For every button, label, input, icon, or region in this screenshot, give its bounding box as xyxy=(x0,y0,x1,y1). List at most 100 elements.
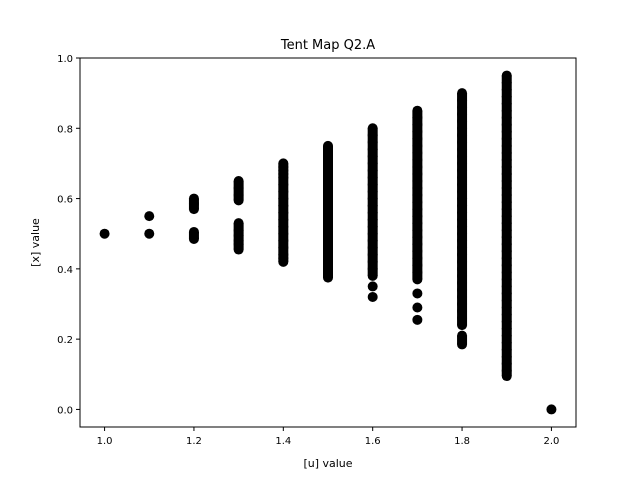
data-band-segment xyxy=(457,282,468,290)
data-band-segment xyxy=(367,226,378,234)
data-band-segment xyxy=(457,184,468,192)
data-band-segment xyxy=(501,300,512,308)
y-tick-label: 1.0 xyxy=(57,54,73,65)
x-tick-label: 1.6 xyxy=(365,436,381,447)
data-band-segment xyxy=(501,216,512,224)
data-band-segment xyxy=(233,230,244,236)
data-band-segment xyxy=(501,265,512,273)
data-band-segment xyxy=(501,314,512,322)
data-band-segment xyxy=(412,195,423,203)
data-band-segment xyxy=(501,131,512,139)
data-band-segment xyxy=(233,188,244,196)
data-band-segment xyxy=(457,100,468,108)
x-tick-label: 1.2 xyxy=(186,436,202,447)
data-point xyxy=(367,281,378,292)
data-band-segment xyxy=(457,335,468,345)
data-band-segment xyxy=(501,293,512,301)
data-band-segment xyxy=(367,191,378,199)
data-band-segment xyxy=(457,191,468,199)
data-band-segment xyxy=(367,219,378,227)
data-band-segment xyxy=(367,149,378,157)
data-band-segment xyxy=(367,135,378,143)
data-band-segment xyxy=(501,82,512,90)
data-band-segment xyxy=(412,216,423,224)
data-band-segment xyxy=(323,188,333,196)
data-band-segment xyxy=(278,240,289,248)
data-band-segment xyxy=(323,209,333,217)
data-band-segment xyxy=(323,244,333,252)
data-band-segment xyxy=(323,181,333,189)
chart-title: Tent Map Q2.A xyxy=(280,38,375,53)
data-band-segment xyxy=(188,231,199,239)
x-axis-ticks: 1.0 1.2 1.4 1.6 1.8 2.0 xyxy=(97,427,559,447)
data-band-segment xyxy=(323,173,333,181)
data-band-segment xyxy=(412,110,423,118)
data-band-segment xyxy=(501,202,512,210)
data-band-segment xyxy=(501,286,512,294)
data-band-segment xyxy=(501,103,512,111)
data-band-segment xyxy=(278,184,289,192)
data-band-segment xyxy=(457,296,468,304)
data-band-segment xyxy=(412,124,423,132)
data-band-segment xyxy=(412,159,423,167)
data-band-segment xyxy=(367,205,378,213)
data-band-segment xyxy=(501,356,512,364)
y-tick-label: 0.4 xyxy=(57,265,73,276)
data-band-segment xyxy=(412,202,423,210)
data-band-segment xyxy=(412,258,423,266)
data-band-segment xyxy=(457,226,468,234)
data-band-segment xyxy=(233,244,244,250)
data-band-segment xyxy=(457,149,468,157)
data-band-segment xyxy=(412,173,423,181)
data-band-segment xyxy=(412,272,423,280)
data-band-segment xyxy=(412,181,423,189)
data-band-segment xyxy=(412,166,423,174)
data-band-segment xyxy=(233,223,244,231)
data-band-segment xyxy=(412,244,423,252)
data-band-segment xyxy=(367,170,378,178)
data-band-segment xyxy=(457,233,468,241)
data-band-segment xyxy=(278,163,289,167)
x-tick-label: 1.4 xyxy=(275,436,291,447)
data-band-segment xyxy=(501,258,512,266)
data-band-segment xyxy=(367,163,378,171)
data-band-segment xyxy=(501,166,512,174)
data-point xyxy=(412,288,423,299)
data-band-segment xyxy=(501,124,512,132)
data-band-segment xyxy=(457,156,468,164)
data-band-segment xyxy=(367,261,378,269)
data-band-segment xyxy=(457,128,468,136)
data-band-segment xyxy=(457,142,468,150)
data-band-segment xyxy=(278,258,289,262)
data-band-segment xyxy=(501,279,512,287)
data-band-segment xyxy=(323,258,333,266)
data-band-segment xyxy=(367,212,378,220)
data-point xyxy=(412,302,423,313)
data-point xyxy=(367,291,378,302)
data-band-segment xyxy=(501,117,512,125)
data-band-segment xyxy=(501,307,512,315)
data-point xyxy=(144,228,155,239)
data-band-segment xyxy=(367,247,378,255)
data-band-segment xyxy=(233,195,244,201)
data-band-segment xyxy=(412,237,423,245)
data-band-segment xyxy=(501,181,512,189)
data-band-segment xyxy=(457,198,468,206)
data-band-segment xyxy=(501,89,512,97)
data-band-segment xyxy=(412,251,423,259)
data-band-segment xyxy=(278,170,289,174)
data-band-segment xyxy=(278,247,289,255)
data-band-segment xyxy=(457,93,468,101)
data-band-segment xyxy=(278,177,289,185)
data-band-segment xyxy=(457,304,468,312)
data-band-segment xyxy=(501,237,512,245)
data-band-segment xyxy=(323,152,333,160)
data-band-segment xyxy=(501,96,512,104)
data-band-segment xyxy=(501,244,512,252)
data-band-segment xyxy=(367,156,378,164)
data-band-segment xyxy=(367,142,378,150)
data-band-segment xyxy=(457,240,468,248)
data-band-segment xyxy=(457,254,468,262)
data-band-segment xyxy=(367,233,378,241)
